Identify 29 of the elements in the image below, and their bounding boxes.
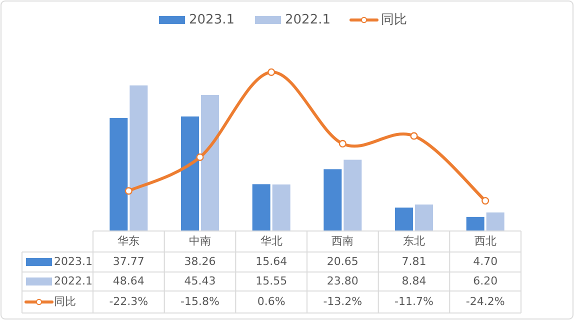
data-label: 15.55 (256, 274, 288, 288)
data-label: 7.81 (402, 255, 426, 268)
legend-label: 同比 (381, 12, 407, 28)
data-label: -13.2% (323, 295, 362, 308)
x-tick-label: 华东 (118, 234, 140, 248)
text: 同比 (54, 295, 76, 308)
x-tick-label: 东北 (403, 234, 425, 248)
data-label: 15.64 (256, 255, 288, 268)
data-label: 38.26 (184, 255, 216, 268)
x-tick-label: 西北 (474, 234, 496, 248)
legend: 2023.1 2022.1 同比 (159, 12, 407, 28)
data-label: 4.70 (473, 255, 498, 268)
data-label: -22.3% (109, 295, 148, 308)
legend-label: 2022.1 (54, 274, 92, 288)
data-label: -11.7% (394, 295, 434, 308)
data-label: 23.80 (326, 274, 358, 288)
data-label: 48.64 (112, 274, 144, 288)
data-label: 45.43 (184, 274, 216, 288)
x-tick-label: 华北 (260, 234, 282, 248)
x-tick-label: 西南 (332, 234, 354, 248)
data-label: 6.20 (473, 274, 498, 288)
legend-label: 2023.1 (54, 255, 92, 268)
data-label: 0.6% (257, 295, 286, 308)
data-label: -15.8% (180, 295, 220, 308)
x-tick-label: 中南 (189, 234, 211, 248)
data-label: 8.84 (402, 274, 426, 288)
data-label: 20.65 (326, 255, 358, 268)
data-label: 37.77 (112, 255, 144, 268)
data-label: -24.2% (466, 295, 505, 308)
